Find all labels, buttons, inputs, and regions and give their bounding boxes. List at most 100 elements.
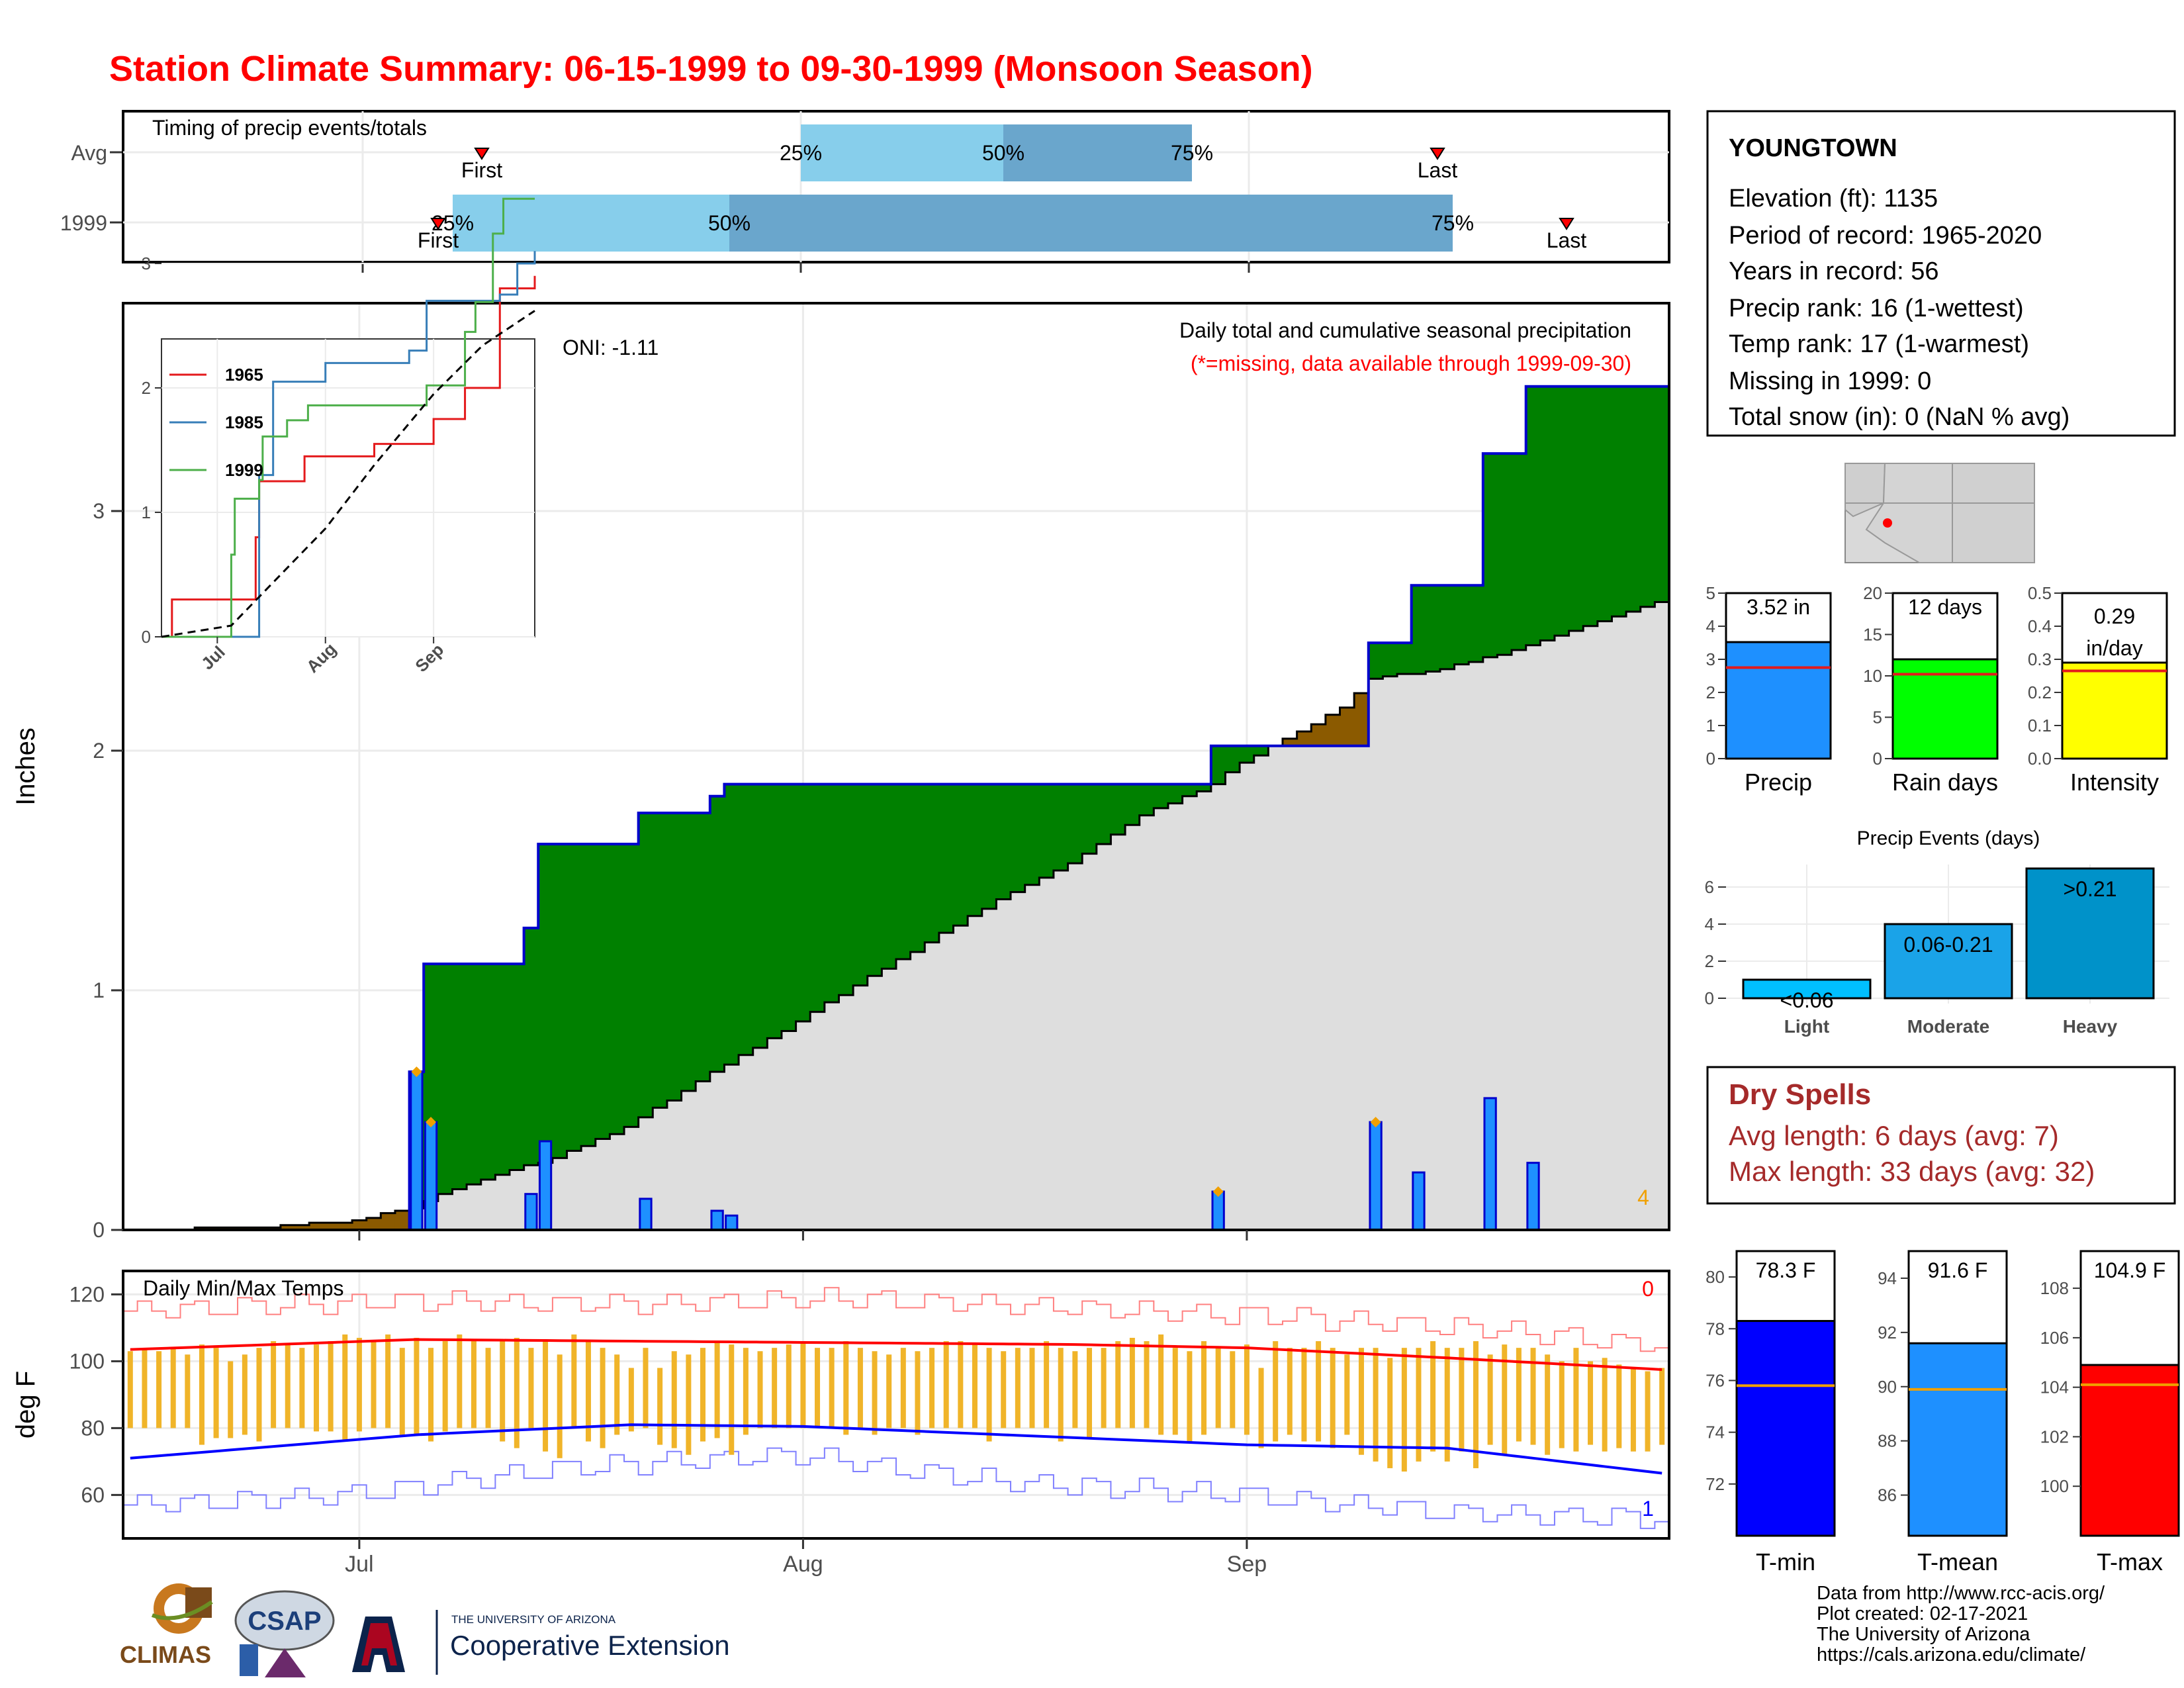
timing-avg-first-marker bbox=[474, 148, 490, 160]
daily-temp-bar bbox=[457, 1334, 463, 1429]
precip-surplus-segment bbox=[653, 813, 668, 1108]
daily-precip-bar bbox=[424, 1121, 438, 1231]
daily-temp-bar bbox=[1144, 1341, 1150, 1429]
precip-deficit-segment bbox=[1340, 707, 1355, 746]
daily-precip-bar bbox=[1211, 1190, 1225, 1231]
daily-temp-bar bbox=[1473, 1341, 1479, 1468]
daily-temp-bar bbox=[686, 1354, 692, 1455]
precip-surplus-segment bbox=[824, 784, 840, 1003]
inset-legend-label: 1985 bbox=[225, 412, 263, 432]
precip-ytick-label: 1 bbox=[93, 978, 105, 1002]
events-ytick-label: 0 bbox=[1705, 988, 1714, 1008]
inset-line-1999 bbox=[161, 197, 535, 638]
daily-temp-bar bbox=[1129, 1338, 1135, 1429]
precip-surplus-segment bbox=[567, 844, 582, 1151]
daily-temp-bar bbox=[414, 1338, 420, 1435]
daily-precip-bar bbox=[1526, 1162, 1540, 1231]
precip-surplus-segment bbox=[1167, 784, 1183, 804]
precip-surplus-segment bbox=[1482, 453, 1498, 657]
temp-bar-tick-label: 102 bbox=[2040, 1427, 2069, 1446]
daily-temp-bar bbox=[385, 1334, 391, 1429]
inset-line-1985 bbox=[161, 251, 536, 638]
station-line-years: Years in record: 56 bbox=[1729, 258, 1939, 285]
precip-ytick-label: 2 bbox=[93, 739, 105, 763]
precip-deficit-segment bbox=[295, 1225, 310, 1230]
precip-deficit-segment bbox=[309, 1223, 324, 1230]
daily-temp-bar bbox=[1058, 1348, 1064, 1442]
daily-temp-bar bbox=[1072, 1351, 1078, 1429]
daily-temp-bar bbox=[1158, 1334, 1164, 1435]
timing-1999-p75-label: 75% bbox=[1432, 211, 1474, 235]
daily-temp-bar bbox=[1387, 1358, 1393, 1468]
precip-surplus-segment bbox=[1655, 386, 1670, 602]
precip-surplus-segment bbox=[1411, 585, 1426, 675]
precip-deficit-segment bbox=[1325, 714, 1341, 746]
daily-temp-bar bbox=[643, 1348, 649, 1429]
daily-precip-bar bbox=[725, 1214, 739, 1231]
daily-temp-bar bbox=[242, 1354, 248, 1435]
event-category-label: Heavy bbox=[2063, 1016, 2118, 1037]
temp-ytick-label: 120 bbox=[69, 1282, 105, 1306]
precip-deficit-segment bbox=[1297, 731, 1312, 746]
precip-surplus-segment bbox=[538, 844, 553, 1163]
temp-ytick-label: 60 bbox=[81, 1483, 105, 1507]
precip-surplus-segment bbox=[1096, 784, 1112, 845]
timing-avg-p75-label: 75% bbox=[1171, 141, 1213, 165]
precip-events-chart: Precip Events (days) <0.06 Light 0.06-0.21… bbox=[1705, 827, 2169, 1037]
precip-surplus-segment bbox=[767, 784, 782, 1039]
daily-temp-bar bbox=[915, 1351, 921, 1435]
daily-temp-bar bbox=[285, 1344, 291, 1429]
ua-logo-small: THE UNIVERSITY OF ARIZONA bbox=[451, 1613, 616, 1626]
mini-bar-tick-label: 5 bbox=[1706, 583, 1715, 603]
daily-temp-bar bbox=[1187, 1351, 1193, 1442]
daily-temp-bar bbox=[1516, 1348, 1522, 1442]
mini-bar-label: Precip bbox=[1745, 769, 1812, 796]
precip-deficit-segment bbox=[1354, 693, 1369, 746]
daily-temp-bar bbox=[1559, 1361, 1565, 1448]
precip-ytick-label: 3 bbox=[93, 499, 105, 523]
precip-surplus-segment bbox=[1554, 386, 1570, 636]
precip-surplus-segment bbox=[810, 784, 825, 1012]
mini-bar-tick-label: 0.2 bbox=[2028, 682, 2052, 702]
timing-1999-last-marker bbox=[1559, 218, 1574, 230]
event-bar-light bbox=[1742, 978, 1872, 1000]
daily-temp-bar bbox=[185, 1354, 191, 1429]
mini-bar-value: 3.52 in bbox=[1747, 595, 1810, 619]
station-line-period: Period of record: 1965-2020 bbox=[1729, 222, 2042, 250]
daily-temp-bar bbox=[657, 1368, 663, 1445]
precip-surplus-segment bbox=[1182, 784, 1197, 796]
daily-temp-bar bbox=[1430, 1341, 1436, 1452]
mini-bar-tick-label: 0.3 bbox=[2028, 649, 2052, 669]
temp-bar-t-min bbox=[1735, 1320, 1836, 1537]
daily-temp-bar bbox=[1459, 1348, 1465, 1452]
inset-line-1965 bbox=[161, 275, 536, 638]
temp-bar-t-max bbox=[2079, 1364, 2180, 1537]
daily-temp-bar bbox=[1215, 1348, 1221, 1429]
daily-temp-bar bbox=[1659, 1368, 1665, 1445]
temp-count-max: 0 bbox=[1642, 1277, 1654, 1301]
daily-temp-bar bbox=[614, 1354, 620, 1435]
precip-deficit-segment bbox=[338, 1223, 353, 1230]
precip-deficit-segment bbox=[1311, 724, 1326, 746]
daily-temp-bar bbox=[958, 1341, 964, 1429]
precip-surplus-segment bbox=[1525, 386, 1541, 645]
precip-surplus-segment bbox=[1154, 784, 1169, 808]
daily-temp-bar bbox=[600, 1348, 606, 1448]
inset-line-avg bbox=[161, 310, 535, 638]
precip-surplus-segment bbox=[1469, 585, 1484, 663]
mini-bar-label: Intensity bbox=[2070, 769, 2159, 796]
temp-xtick-label: Jul bbox=[345, 1552, 373, 1577]
event-category-label: Moderate bbox=[1907, 1016, 1989, 1037]
daily-temp-bar bbox=[299, 1348, 305, 1429]
daily-temp-bar bbox=[872, 1351, 878, 1435]
precip-surplus-segment bbox=[724, 784, 739, 1065]
precip-surplus-segment bbox=[1039, 784, 1054, 878]
mini-bar-tick-label: 0.4 bbox=[2028, 616, 2052, 636]
daily-temp-bar bbox=[700, 1348, 705, 1442]
precip-surplus-segment bbox=[1626, 386, 1641, 612]
timing-1999-p50-label: 50% bbox=[708, 211, 751, 235]
daily-temp-bar bbox=[943, 1341, 949, 1429]
record-precip-marker bbox=[1212, 1186, 1224, 1197]
temp-bar-tick-label: 108 bbox=[2040, 1278, 2069, 1298]
